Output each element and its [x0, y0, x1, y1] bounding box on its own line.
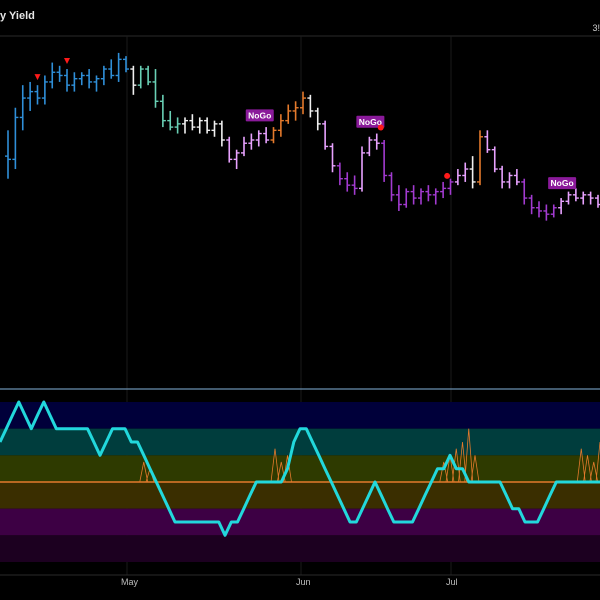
nogo-label-2: NoGo: [551, 178, 574, 188]
chart-title: y Yield: [0, 10, 35, 22]
top-right-label: 3!: [592, 23, 600, 33]
oscillator-band-4: [0, 508, 600, 536]
oscillator-spike-10: [470, 455, 480, 483]
oscillator-spike-5: [439, 461, 449, 483]
x-tick-label-may: May: [121, 577, 139, 587]
oscillator-band-2: [0, 455, 600, 482]
nogo-label-bg-1: [356, 115, 385, 128]
oscillator-spike-0: [270, 448, 280, 483]
oscillator-spike-3: [139, 461, 149, 483]
red-triangle-marker-4: [34, 74, 41, 81]
x-tick-label-jul: Jul: [446, 577, 458, 587]
nogo-label-bg-2: [548, 177, 577, 190]
oscillator-band-1: [0, 428, 600, 456]
oscillator-spike-11: [576, 448, 586, 483]
red-triangle-marker-3: [64, 58, 70, 65]
oscillator-spike-12: [583, 455, 592, 483]
oscillator-spike-7: [451, 448, 461, 483]
nogo-label-1: NoGo: [359, 117, 382, 127]
oscillator-band-3: [0, 482, 600, 509]
red-dot-marker-5: [377, 124, 384, 131]
nogo-label-0: NoGo: [248, 110, 271, 120]
oscillator-spike-14: [595, 441, 600, 483]
oscillator-band-5: [0, 535, 600, 562]
oscillator-spike-9: [464, 428, 474, 483]
nogo-label-bg-0: [245, 109, 274, 122]
red-dot-marker-6: [444, 172, 451, 179]
oscillator-line: [0, 400, 600, 537]
x-tick-label-jun: Jun: [296, 577, 311, 587]
oscillator-band-0: [0, 402, 600, 429]
